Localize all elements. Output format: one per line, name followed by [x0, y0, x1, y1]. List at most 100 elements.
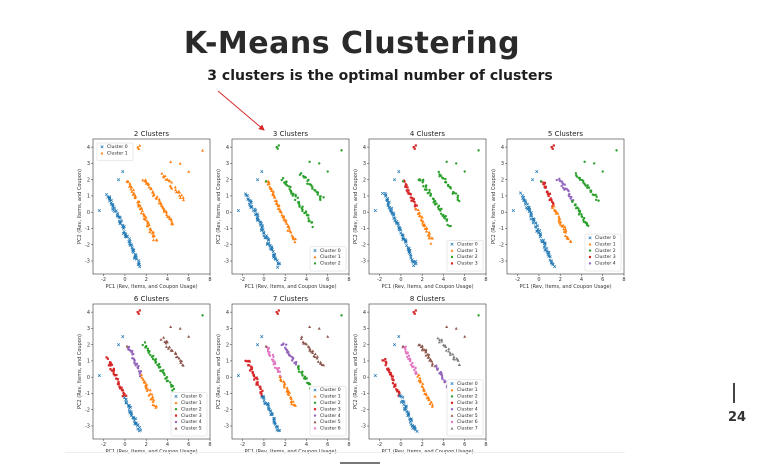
x-tick-label: 2	[421, 442, 424, 448]
data-point	[277, 366, 281, 370]
data-point	[477, 149, 480, 152]
x-tick-label: 6	[326, 442, 329, 448]
data-point	[577, 207, 580, 210]
data-point	[137, 312, 140, 315]
legend-marker	[588, 236, 592, 240]
data-point	[561, 186, 565, 190]
data-point	[430, 359, 434, 363]
data-point	[157, 197, 161, 201]
data-point	[309, 183, 312, 186]
data-point	[275, 202, 279, 206]
legend-marker	[450, 242, 454, 246]
data-point	[113, 209, 117, 214]
data-point	[262, 231, 266, 235]
y-tick-label: 0	[87, 375, 90, 381]
data-point	[120, 386, 123, 389]
data-point	[416, 208, 420, 211]
data-point	[587, 186, 591, 189]
data-point	[452, 191, 456, 195]
data-point	[546, 191, 549, 194]
data-point	[424, 350, 428, 354]
data-point	[593, 162, 596, 165]
y-tick-label: 3	[87, 161, 90, 167]
data-point	[519, 191, 523, 195]
data-point	[412, 264, 416, 268]
data-point	[400, 233, 404, 237]
data-point	[268, 354, 272, 357]
data-point	[540, 240, 544, 244]
y-tick-label: 4	[87, 310, 90, 316]
data-point	[443, 216, 446, 220]
data-point	[537, 228, 542, 232]
data-point	[444, 180, 447, 184]
y-tick-label: -1	[499, 226, 504, 232]
legend-marker	[588, 242, 592, 246]
legend-entry: Cluster 6	[320, 426, 341, 432]
data-point	[584, 184, 587, 187]
legend-marker	[450, 401, 454, 404]
y-tick-label: -3	[85, 259, 90, 265]
x-tick-label: 0	[123, 277, 126, 283]
data-point	[437, 340, 441, 344]
data-point	[413, 368, 416, 372]
data-point	[137, 370, 141, 373]
legend-entry: Cluster 0	[595, 235, 616, 241]
data-point	[444, 214, 447, 218]
data-point	[288, 395, 292, 399]
data-point	[563, 227, 567, 231]
data-point	[313, 189, 316, 192]
data-point	[578, 176, 582, 180]
y-tick-label: -3	[224, 259, 229, 265]
data-point	[293, 361, 296, 365]
plot-title: 5 Clusters	[548, 130, 584, 138]
data-point	[139, 370, 143, 373]
legend-entry: Cluster 3	[320, 406, 341, 412]
data-point	[412, 146, 415, 149]
data-point	[260, 392, 263, 395]
scroll-indicator[interactable]	[340, 462, 380, 464]
x-tick-label: 4	[166, 442, 169, 448]
data-point	[546, 193, 550, 196]
data-point	[136, 202, 140, 206]
legend-entry: Cluster 0	[107, 144, 128, 150]
data-point	[146, 347, 149, 350]
data-point	[249, 200, 253, 204]
data-point	[151, 189, 155, 193]
data-point	[424, 393, 428, 397]
data-point	[449, 187, 452, 190]
data-point	[447, 349, 451, 353]
data-point	[153, 359, 157, 362]
data-point	[437, 207, 440, 211]
data-point	[428, 191, 431, 194]
legend-entry: Cluster 7	[457, 426, 478, 432]
data-point	[285, 349, 289, 352]
data-point	[289, 185, 292, 189]
data-point	[322, 196, 325, 199]
data-point	[440, 338, 444, 341]
data-point	[454, 192, 458, 195]
data-point	[419, 179, 422, 182]
data-point	[147, 185, 151, 189]
data-point	[159, 338, 163, 341]
data-point	[548, 192, 552, 195]
data-point	[391, 378, 395, 381]
data-point	[390, 375, 393, 378]
legend-marker	[313, 255, 317, 259]
x-tick-label: 8	[484, 442, 487, 448]
data-point	[542, 245, 546, 249]
data-point	[392, 178, 397, 182]
data-point	[551, 201, 555, 205]
y-tick-label: 2	[226, 177, 229, 183]
data-point	[578, 209, 582, 213]
data-point	[267, 241, 271, 245]
data-point	[477, 314, 480, 317]
data-point	[255, 212, 259, 216]
data-point	[148, 227, 152, 231]
x-tick-label: 4	[305, 277, 308, 283]
data-point	[297, 370, 301, 373]
plot-title: 4 Clusters	[410, 130, 446, 138]
data-point	[313, 355, 317, 359]
data-point	[115, 214, 119, 218]
